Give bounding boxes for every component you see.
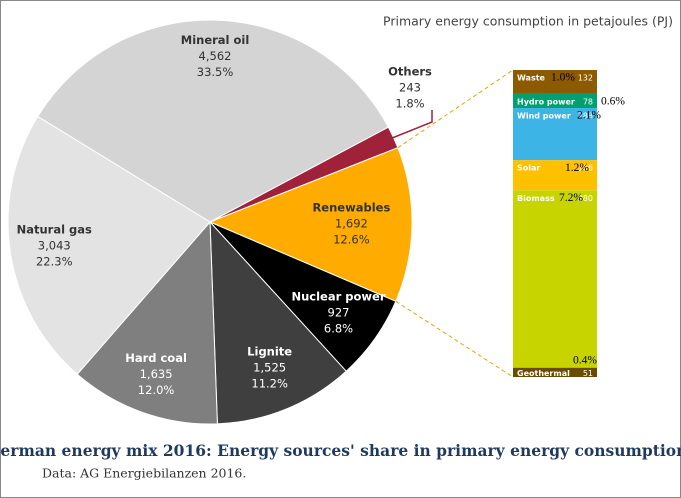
segment-percent: 7.2% xyxy=(559,192,583,204)
source: Data: AG Energiebilanzen 2016. xyxy=(42,466,246,481)
slice-percent: 1.8% xyxy=(395,97,424,111)
slice-percent: 22.3% xyxy=(36,254,73,268)
segment-percent: 0.6% xyxy=(601,96,625,108)
pie-slice xyxy=(37,19,390,223)
connector xyxy=(397,69,514,149)
segment-label: Waste xyxy=(517,74,546,83)
slice-label: Nuclear power xyxy=(291,290,385,304)
segment-label: Hydro power xyxy=(517,97,575,106)
slice-value: 1,692 xyxy=(335,216,368,230)
segment-value: 51 xyxy=(583,369,593,378)
connector xyxy=(395,300,514,378)
bar-segment xyxy=(513,160,597,191)
segment-percent: 0.4% xyxy=(573,354,597,366)
segment-value: 288 xyxy=(578,112,593,121)
pie-slice xyxy=(209,220,347,425)
slice-value: 243 xyxy=(399,81,421,95)
segment-label: Wind power xyxy=(517,112,571,121)
slice-percent: 6.8% xyxy=(324,322,353,336)
segment-percent: 1.2% xyxy=(565,162,589,174)
slice-label: Mineral oil xyxy=(181,33,250,47)
segment-label: Solar xyxy=(517,164,540,173)
slice-label: Hard coal xyxy=(125,351,187,365)
slice-percent: 11.2% xyxy=(251,376,288,390)
slice-percent: 12.0% xyxy=(138,383,175,397)
caption: German energy mix 2016: Energy sources' … xyxy=(0,441,681,460)
bar-segment xyxy=(513,70,597,94)
slice-percent: 33.5% xyxy=(197,65,234,79)
pie-slice xyxy=(76,220,218,425)
slice-label: Others xyxy=(388,65,432,79)
slice-label: Renewables xyxy=(312,200,390,214)
pie-slice xyxy=(208,147,413,302)
segment-label: Biomass xyxy=(517,194,555,203)
slice-value: 1,525 xyxy=(253,360,286,374)
bar-segment xyxy=(513,93,597,109)
bar-segment xyxy=(513,108,597,161)
segment-percent: 2.1% xyxy=(577,110,601,122)
segment-percent: 1.0% xyxy=(551,72,575,84)
slice-value: 4,562 xyxy=(199,49,232,63)
slice-label: Natural gas xyxy=(17,222,92,236)
bar-segment xyxy=(513,190,597,368)
segment-value: 980 xyxy=(578,194,593,203)
slice-label: Lignite xyxy=(247,344,292,358)
slice-value: 1,635 xyxy=(140,367,173,381)
segment-value: 78 xyxy=(583,97,593,106)
pie-slice xyxy=(7,115,211,375)
segment-value: 166 xyxy=(578,164,593,173)
segment-label: Geothermal xyxy=(517,369,570,378)
chart-title: Primary energy consumption in petajoules… xyxy=(383,14,673,29)
leader-line xyxy=(389,110,433,140)
segment-value: 132 xyxy=(578,74,593,83)
slice-value: 3,043 xyxy=(38,238,71,252)
slice-value: 927 xyxy=(328,306,350,320)
slice-percent: 12.6% xyxy=(333,232,370,246)
bar-segment xyxy=(513,367,597,377)
